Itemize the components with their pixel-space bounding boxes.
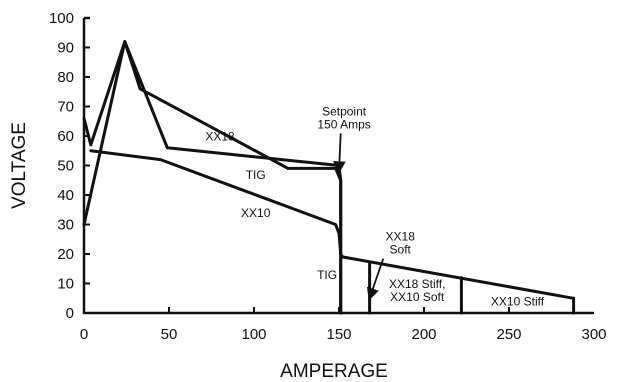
series-line-xx10 (89, 149, 344, 259)
annotation-line: XX10 Stiff (491, 295, 545, 309)
y-tick-label: 20 (57, 246, 74, 263)
y-tick-label: 100 (49, 10, 74, 27)
annotation-line: TIG (317, 268, 337, 282)
annotation-xx10-stiff: XX10 Stiff (491, 295, 545, 309)
y-tick-label: 70 (57, 99, 74, 116)
x-tick-label: 300 (581, 326, 606, 343)
axes: 0 10 20 30 40 50 60 70 80 90 100 0 50 100 150 200 250 300 (49, 10, 607, 343)
annotation-line: TIG (246, 168, 266, 182)
annotation-line: XX18 Stiff, (389, 277, 445, 291)
y-tick-label: 0 (66, 305, 74, 322)
x-tick-label: 150 (326, 326, 351, 343)
y-tick-label: 40 (57, 187, 74, 204)
annotation-line: XX10 Soft (390, 290, 445, 304)
annotation-tig-upper: TIG (246, 168, 266, 182)
y-tick-label: 80 (57, 69, 74, 86)
annotation-line: XX18 (386, 230, 416, 244)
annotation-xx18-soft: XX18 Soft (386, 230, 416, 257)
annotation-line: Setpoint (322, 104, 367, 118)
y-tick-label: 30 (57, 217, 74, 234)
annotation-line: Soft (390, 243, 412, 257)
x-tick-label: 100 (241, 326, 266, 343)
annotation-arrow (366, 258, 385, 301)
y-tick-label: 60 (57, 128, 74, 145)
annotation-tig-lower: TIG (317, 268, 337, 282)
annotation-arrow (333, 133, 346, 174)
x-tick-label: 250 (496, 326, 521, 343)
annotation-line: XX18 (205, 129, 235, 143)
x-tick-label: 200 (411, 326, 436, 343)
annotation-line: XX10 (241, 206, 271, 220)
annotation-xx18-stiff: XX18 Stiff, XX10 Soft (389, 277, 445, 304)
annotation-setpoint: Setpoint 150 Amps (317, 104, 370, 131)
annotation-xx18: XX18 (205, 129, 235, 143)
y-tick-label: 10 (57, 276, 74, 293)
annotation-line: 150 Amps (317, 117, 370, 131)
y-axis-label: VOLTAGE (9, 122, 30, 209)
y-tick-label: 50 (57, 158, 74, 175)
series-line-tig (82, 40, 343, 315)
x-tick-label: 50 (161, 326, 178, 343)
x-axis-label: AMPERAGE (280, 361, 388, 382)
x-tick-label: 0 (80, 326, 88, 343)
annotation-xx10: XX10 (241, 206, 271, 220)
y-tick-label: 90 (57, 40, 74, 57)
